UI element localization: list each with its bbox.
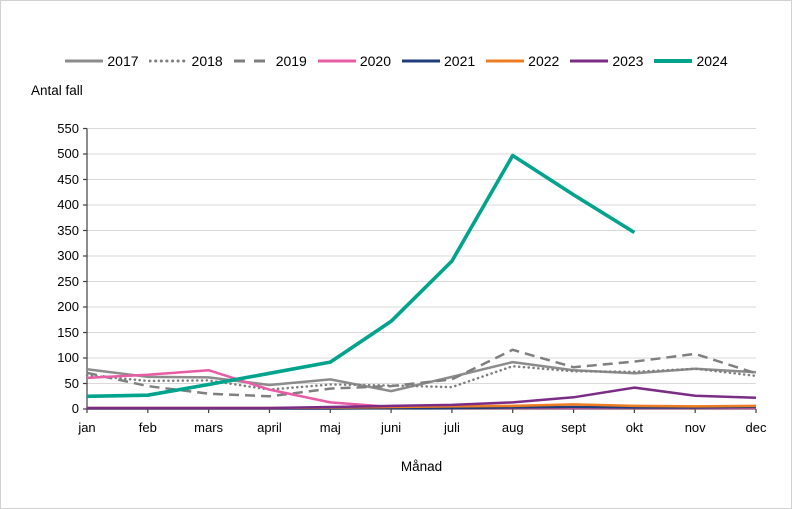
legend-swatch-2021-icon bbox=[402, 59, 440, 63]
legend-item-2022: 2022 bbox=[485, 53, 559, 69]
y-tick-label-100: 100 bbox=[57, 350, 79, 365]
y-tick-label-550: 550 bbox=[57, 120, 79, 136]
legend-label-2019: 2019 bbox=[275, 53, 307, 69]
legend-item-2020: 2020 bbox=[317, 53, 391, 69]
legend-label-2018: 2018 bbox=[191, 53, 223, 69]
y-tick-label-450: 450 bbox=[57, 171, 79, 187]
legend-label-2023: 2023 bbox=[612, 53, 644, 69]
legend-item-2019: 2019 bbox=[233, 53, 307, 69]
legend-item-2021: 2021 bbox=[401, 53, 475, 69]
y-tick-label-200: 200 bbox=[57, 299, 79, 314]
legend-item-2024: 2024 bbox=[653, 53, 728, 69]
series-line-2019 bbox=[86, 348, 757, 398]
y-tick-label-350: 350 bbox=[57, 222, 79, 238]
y-tick-label-150: 150 bbox=[57, 324, 79, 340]
y-tick-label-400: 400 bbox=[57, 197, 79, 212]
chart-legend: 2017 2018 2019 2020 2021 2022 2023 2024 bbox=[1, 52, 791, 70]
legend-swatch-2019-icon bbox=[233, 59, 272, 63]
legend-swatch-2023-icon bbox=[570, 59, 609, 63]
y-tick-label-50: 50 bbox=[64, 375, 79, 391]
x-tick-label-maj: maj bbox=[319, 420, 341, 435]
legend-swatch-2022-icon bbox=[486, 59, 525, 63]
legend-swatch-2024-icon bbox=[654, 58, 693, 64]
legend-label-2017: 2017 bbox=[107, 53, 139, 69]
series-line-2024 bbox=[86, 153, 636, 399]
legend-swatch-2017-icon bbox=[65, 59, 104, 63]
legend-item-2017: 2017 bbox=[64, 53, 139, 69]
legend-swatch-2018-icon bbox=[148, 59, 189, 63]
legend-label-2021: 2021 bbox=[444, 53, 476, 69]
y-tick-label-300: 300 bbox=[57, 248, 79, 263]
series-line-2018 bbox=[85, 364, 758, 391]
series-line-2023 bbox=[87, 386, 757, 410]
legend-item-2023: 2023 bbox=[569, 53, 643, 69]
x-tick-label-feb: feb bbox=[138, 420, 157, 435]
x-tick-label-nov: nov bbox=[684, 420, 706, 435]
legend-swatch-2020-icon bbox=[317, 59, 356, 63]
x-tick-label-dec: dec bbox=[745, 420, 767, 435]
legend-item-2018: 2018 bbox=[148, 53, 223, 69]
x-tick-label-aug: aug bbox=[501, 420, 524, 435]
x-tick-label-okt: okt bbox=[625, 420, 644, 435]
y-tick-label-0: 0 bbox=[71, 401, 79, 416]
x-tick-label-juli: juli bbox=[443, 420, 460, 435]
x-tick-label-jan: jan bbox=[78, 420, 96, 435]
x-tick-label-juni: juni bbox=[380, 420, 402, 435]
x-tick-label-april: april bbox=[257, 420, 282, 435]
x-axis-title: Månad bbox=[400, 459, 443, 474]
x-tick-label-mars: mars bbox=[194, 420, 224, 435]
y-tick-label-500: 500 bbox=[57, 146, 79, 161]
legend-label-2024: 2024 bbox=[696, 53, 728, 69]
y-tick-label-250: 250 bbox=[57, 273, 79, 289]
x-tick-label-sept: sept bbox=[561, 420, 586, 435]
legend-label-2022: 2022 bbox=[528, 53, 560, 69]
legend-label-2020: 2020 bbox=[359, 53, 391, 69]
y-axis-title: Antal fall bbox=[31, 83, 83, 98]
